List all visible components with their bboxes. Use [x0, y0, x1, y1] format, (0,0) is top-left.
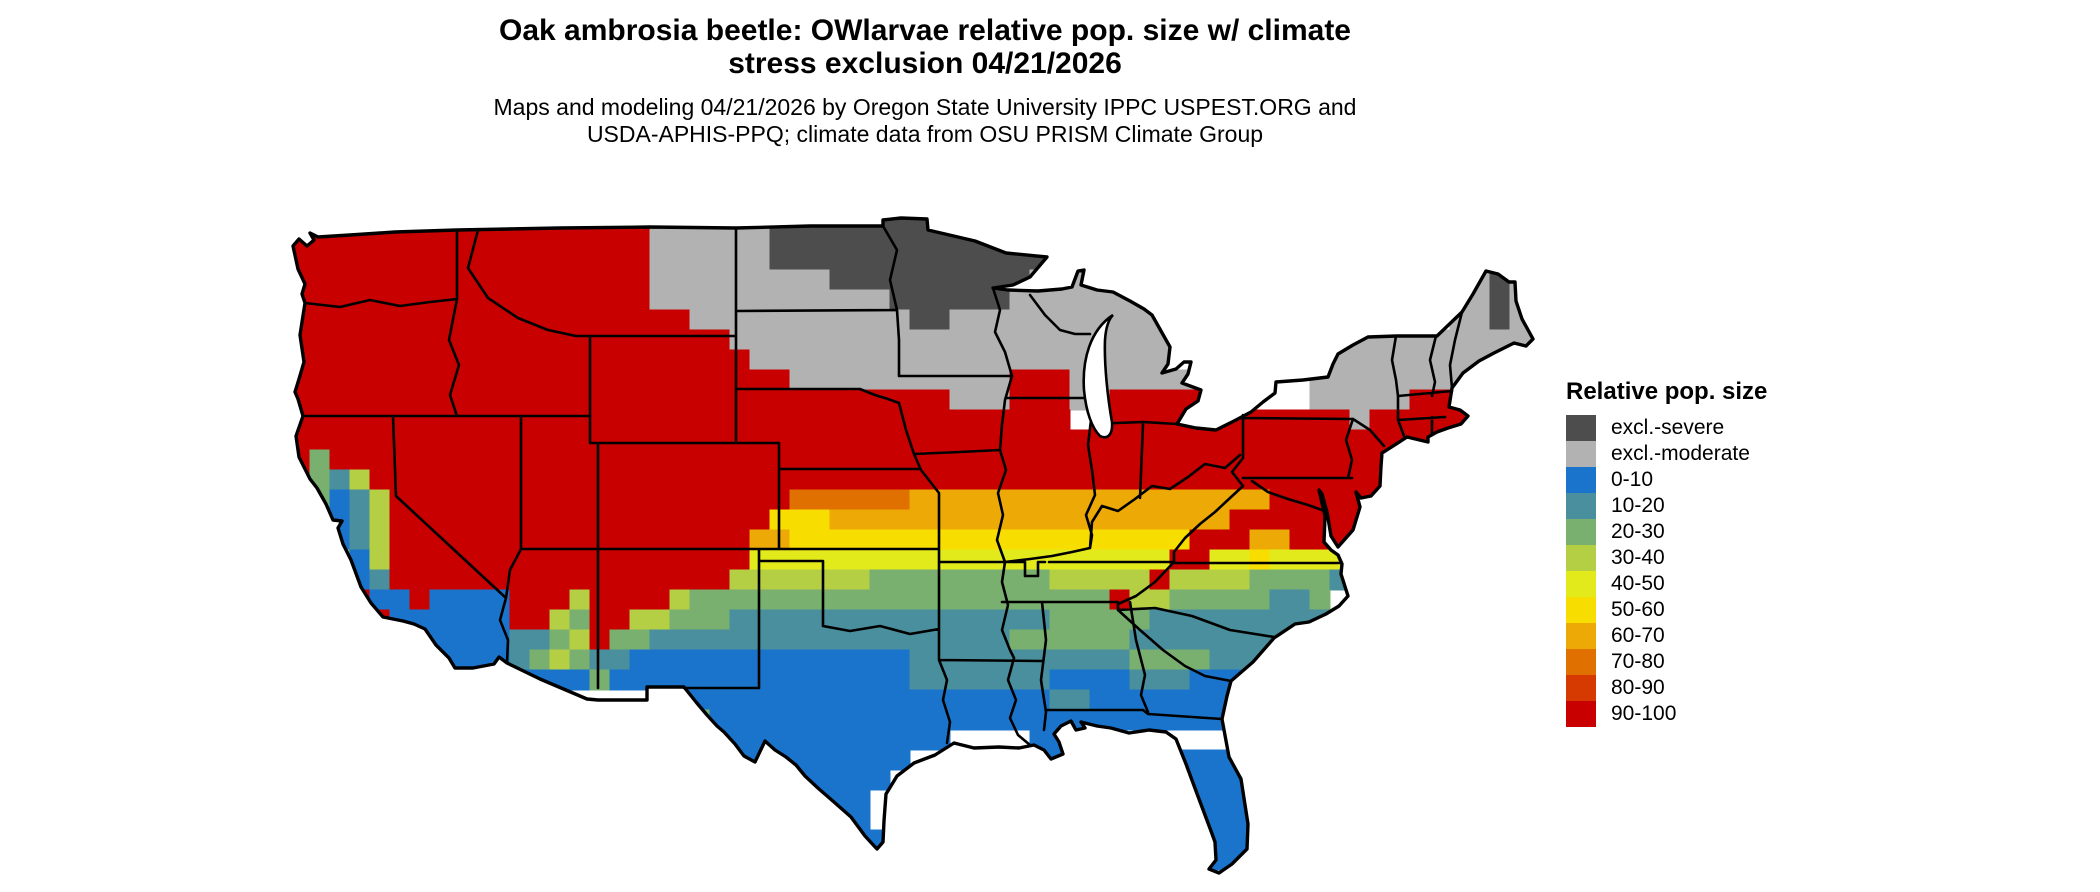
- legend-label: 60-70: [1611, 624, 1665, 647]
- lake-michigan: [1082, 313, 1114, 439]
- legend-label: 80-90: [1611, 676, 1665, 699]
- legend-label: 10-20: [1611, 494, 1665, 517]
- legend-swatch: [1566, 519, 1596, 545]
- legend-swatch: [1566, 649, 1596, 675]
- legend-label: 70-80: [1611, 650, 1665, 673]
- legend-item: 90-100: [1566, 701, 1806, 727]
- legend-item: 0-10: [1566, 467, 1806, 493]
- legend-label: 50-60: [1611, 598, 1665, 621]
- legend-swatch: [1566, 571, 1596, 597]
- legend-swatch: [1566, 415, 1596, 441]
- legend-swatch: [1566, 545, 1596, 571]
- legend-item: 10-20: [1566, 493, 1806, 519]
- legend-swatch: [1566, 701, 1596, 727]
- us-outline: [291, 216, 1535, 875]
- legend-item: 30-40: [1566, 545, 1806, 571]
- legend-title: Relative pop. size: [1566, 378, 1768, 405]
- legend-label: 20-30: [1611, 520, 1665, 543]
- map-title-line1: Oak ambrosia beetle: OWlarvae relative p…: [498, 14, 1351, 47]
- relative-popsize-raster: [293, 218, 1533, 873]
- legend: Relative pop. size excl.-severe excl.-mod…: [1566, 378, 1806, 727]
- legend-label: 90-100: [1611, 702, 1677, 725]
- legend-label: 0-10: [1611, 468, 1654, 491]
- map-subtitle: Maps and modeling 04/21/2026 by Oregon S…: [0, 94, 1850, 148]
- legend-swatch: [1566, 597, 1596, 623]
- map-subtitle-line2: USDA-APHIS-PPQ; climate data from OSU PR…: [586, 121, 1264, 147]
- legend-item: excl.-moderate: [1566, 441, 1806, 467]
- legend-item: excl.-severe: [1566, 415, 1806, 441]
- legend-swatch: [1566, 441, 1596, 467]
- legend-item: 60-70: [1566, 623, 1806, 649]
- header: Oak ambrosia beetle: OWlarvae relative p…: [0, 14, 1850, 148]
- legend-swatch: [1566, 675, 1596, 701]
- legend-item: 80-90: [1566, 675, 1806, 701]
- map-title-line2: stress exclusion 04/21/2026: [728, 47, 1122, 80]
- legend-items: excl.-severe excl.-moderate 0-10 10-20 20-30…: [1566, 415, 1806, 727]
- legend-swatch: [1566, 623, 1596, 649]
- legend-label: 30-40: [1611, 546, 1665, 569]
- legend-swatch: [1566, 493, 1596, 519]
- map-subtitle-line1: Maps and modeling 04/21/2026 by Oregon S…: [493, 94, 1357, 120]
- legend-label: 40-50: [1611, 572, 1665, 595]
- legend-label: excl.-severe: [1611, 416, 1725, 439]
- state-borders: [301, 224, 1464, 747]
- legend-label: excl.-moderate: [1611, 442, 1750, 465]
- legend-item: 50-60: [1566, 597, 1806, 623]
- legend-swatch: [1566, 467, 1596, 493]
- legend-item: 70-80: [1566, 649, 1806, 675]
- legend-item: 20-30: [1566, 519, 1806, 545]
- legend-item: 40-50: [1566, 571, 1806, 597]
